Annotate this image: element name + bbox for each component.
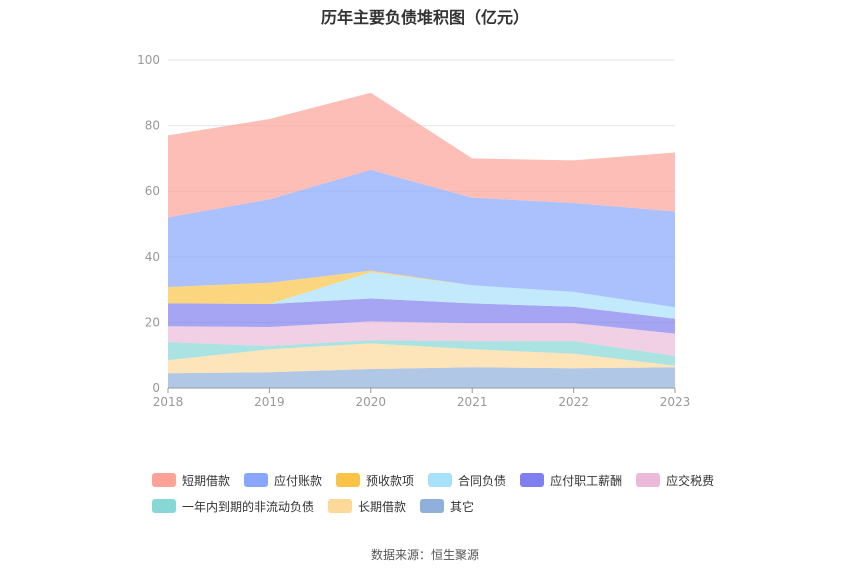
legend-item[interactable]: 应付账款 bbox=[244, 472, 322, 488]
y-tick-label: 80 bbox=[145, 119, 160, 133]
area-其它 bbox=[168, 367, 675, 388]
legend-swatch bbox=[636, 473, 661, 487]
legend-swatch bbox=[152, 499, 176, 513]
data-source: 数据来源：恒生聚源 bbox=[370, 548, 479, 562]
legend-swatch bbox=[328, 499, 353, 513]
legend-label: 应付职工薪酬 bbox=[550, 473, 623, 488]
legend: 短期借款 应付账款 预收款项 合同负债 应付职工薪酬 应交税费 一年内到期的非流动负债 长期… bbox=[152, 472, 752, 524]
legend-item[interactable]: 合同负债 bbox=[428, 472, 506, 488]
y-tick-label: 100 bbox=[137, 53, 160, 67]
legend-label: 短期借款 bbox=[182, 473, 231, 488]
y-tick-label: 0 bbox=[152, 381, 160, 395]
area-应付职工薪酬 bbox=[168, 298, 675, 334]
legend-label: 应付账款 bbox=[274, 473, 323, 488]
axes: 0 20 40 60 80 100 2018 2019 2020 2021 2022 2023 bbox=[137, 53, 690, 409]
legend-label: 长期借款 bbox=[358, 499, 407, 514]
legend-swatch bbox=[244, 473, 269, 487]
stacked-area-chart: 0 20 40 60 80 100 2018 2019 2020 2021 2022 2023 bbox=[137, 53, 690, 409]
legend-item[interactable]: 其它 bbox=[420, 498, 474, 514]
legend-label: 其它 bbox=[450, 499, 475, 514]
x-tick-label: 2018 bbox=[153, 395, 184, 409]
x-tick-label: 2020 bbox=[356, 395, 387, 409]
x-tick-label: 2023 bbox=[660, 395, 691, 409]
area-预收款项 bbox=[168, 270, 675, 308]
area-合同负债 bbox=[168, 272, 675, 319]
legend-swatch bbox=[420, 499, 445, 513]
y-tick-label: 60 bbox=[145, 184, 160, 198]
legend-item[interactable]: 短期借款 bbox=[152, 472, 230, 488]
x-tick-label: 2022 bbox=[558, 395, 589, 409]
area-应交税费 bbox=[168, 321, 675, 356]
legend-item[interactable]: 长期借款 bbox=[328, 498, 406, 514]
area-短期借款 bbox=[168, 92, 675, 218]
legend-row-1: 短期借款 应付账款 预收款项 合同负债 应付职工薪酬 应交税费 bbox=[152, 472, 752, 498]
legend-swatch bbox=[520, 473, 545, 487]
y-tick-label: 40 bbox=[145, 250, 160, 264]
legend-swatch bbox=[336, 473, 361, 487]
legend-label: 合同负债 bbox=[458, 473, 507, 488]
x-tick-label: 2019 bbox=[254, 395, 285, 409]
legend-swatch bbox=[428, 473, 453, 487]
legend-item[interactable]: 应交税费 bbox=[636, 472, 714, 488]
legend-item[interactable]: 应付职工薪酬 bbox=[520, 472, 622, 488]
chart-title: 历年主要负债堆积图（亿元） bbox=[320, 8, 529, 27]
legend-label: 一年内到期的非流动负债 bbox=[182, 499, 315, 514]
legend-item[interactable]: 一年内到期的非流动负债 bbox=[152, 498, 314, 514]
area-长期借款 bbox=[168, 343, 675, 374]
area-series bbox=[168, 92, 675, 388]
y-tick-label: 20 bbox=[145, 315, 160, 329]
area-应付账款 bbox=[168, 169, 675, 308]
area-一年内到期的非流动负债 bbox=[168, 340, 675, 366]
legend-swatch bbox=[152, 473, 176, 487]
legend-label: 应交税费 bbox=[666, 473, 715, 488]
legend-item[interactable]: 预收款项 bbox=[336, 472, 414, 488]
legend-row-2: 一年内到期的非流动负债 长期借款 其它 bbox=[152, 498, 752, 524]
x-tick-label: 2021 bbox=[457, 395, 488, 409]
legend-label: 预收款项 bbox=[366, 473, 415, 488]
